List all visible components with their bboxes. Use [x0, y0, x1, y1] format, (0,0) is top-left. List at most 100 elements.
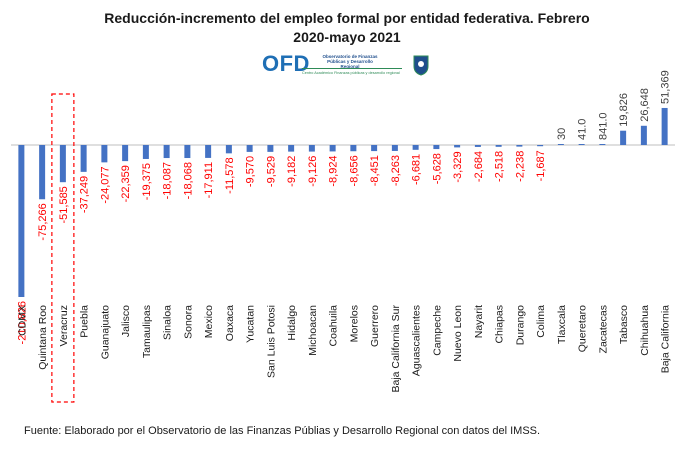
logo-divider — [302, 68, 402, 69]
bar — [557, 144, 564, 145]
category-label: Baja California Sur — [390, 305, 402, 393]
data-label: -210,826 — [16, 301, 28, 344]
category-label: Chihuahua — [639, 305, 651, 356]
data-label: -9,529 — [265, 156, 277, 187]
data-label: 19,826 — [618, 93, 630, 127]
bar — [225, 145, 232, 154]
category-label: Coahuila — [328, 305, 340, 347]
category-label: Zacatecas — [597, 305, 609, 353]
data-label: -37,249 — [79, 176, 91, 213]
data-label: -9,570 — [245, 156, 257, 187]
bar — [205, 145, 212, 158]
bar — [246, 145, 253, 152]
bar — [599, 144, 606, 145]
data-label: -19,375 — [141, 163, 153, 200]
data-label: -3,329 — [452, 151, 464, 182]
data-label: -8,451 — [369, 155, 381, 186]
bar — [640, 125, 647, 145]
bar — [288, 145, 295, 152]
chart-title-line-2: 2020-mayo 2021 — [293, 29, 401, 45]
category-label: Veracruz — [58, 305, 70, 346]
bar — [329, 145, 336, 152]
bar — [308, 145, 315, 152]
category-label: Guanajuato — [99, 305, 111, 359]
data-label: -17,911 — [203, 162, 215, 199]
bar — [661, 107, 668, 145]
bar — [184, 145, 191, 159]
category-label: Oaxaca — [224, 305, 236, 341]
bar — [454, 145, 461, 148]
bar — [59, 145, 66, 183]
data-label: -8,656 — [348, 155, 360, 186]
bar — [18, 145, 25, 297]
category-label: Campeche — [431, 305, 443, 356]
data-label: 26,648 — [639, 88, 651, 122]
data-label: -2,238 — [514, 151, 526, 182]
category-label: Quintana Roo — [37, 305, 49, 370]
category-label: Tlaxcala — [556, 305, 568, 344]
bar — [39, 145, 46, 200]
bar — [412, 145, 419, 150]
bar — [495, 145, 502, 147]
data-label: -51,585 — [58, 186, 70, 223]
category-label: Nuevo Leon — [452, 305, 464, 362]
data-label: 841.0 — [597, 112, 609, 140]
bar — [537, 145, 544, 147]
data-label: -9,126 — [307, 156, 319, 187]
category-label: Chiapas — [494, 305, 506, 344]
data-label: 41.0 — [577, 119, 589, 140]
data-label: -22,359 — [120, 165, 132, 202]
category-label: Jalisco — [120, 305, 132, 337]
data-label: -18,087 — [162, 162, 174, 199]
bar — [122, 145, 129, 162]
category-label: Michoacan — [307, 305, 319, 356]
source-footnote: Fuente: Elaborado por el Observatorio de… — [24, 425, 541, 437]
data-label: -2,518 — [494, 151, 506, 182]
category-label: Tamaulipas — [141, 305, 153, 358]
university-shield-icon — [413, 55, 429, 76]
logo-text: OFD — [262, 51, 310, 76]
bar — [371, 145, 378, 152]
category-label: Morelos — [348, 305, 360, 342]
data-label: -1,687 — [535, 150, 547, 181]
data-label: -8,263 — [390, 155, 402, 186]
data-label: 51,369 — [660, 70, 672, 104]
data-label: -2,684 — [473, 151, 485, 182]
data-label: -75,266 — [37, 203, 49, 240]
data-label: -5,628 — [431, 153, 443, 184]
category-label: Mexico — [203, 305, 215, 338]
data-label: -9,182 — [286, 156, 298, 187]
bar — [267, 145, 274, 152]
data-label: -11,578 — [224, 157, 236, 194]
category-label: Baja California — [660, 305, 672, 373]
highlight-box — [51, 93, 75, 403]
bar — [142, 145, 149, 159]
bar — [391, 145, 398, 151]
bar — [474, 145, 481, 147]
category-label: Hidalgo — [286, 305, 298, 341]
bar — [163, 145, 170, 159]
category-label: CDMX — [16, 305, 28, 336]
data-label: -24,077 — [99, 166, 111, 203]
bar — [350, 145, 357, 152]
bar — [578, 144, 585, 145]
category-label: Aguascalientes — [411, 305, 423, 376]
logo-subtitle: Observatorio de Finanzas Públicas y Desa… — [322, 54, 378, 69]
category-label: Puebla — [79, 305, 91, 338]
category-label: Sinaloa — [162, 305, 174, 340]
data-label: -18,068 — [182, 162, 194, 199]
data-label: 30 — [556, 128, 568, 140]
bar — [101, 145, 108, 163]
category-label: Colima — [535, 305, 547, 338]
ofd-logo: OFD Observatorio de Finanzas Públicas y … — [262, 50, 437, 82]
bar — [516, 145, 523, 147]
category-label: Sonora — [182, 305, 194, 339]
bar — [80, 145, 87, 172]
category-label: Yucatan — [245, 305, 257, 343]
chart-title-line-1: Reducción-incremento del empleo formal p… — [104, 10, 590, 26]
data-label: -6,681 — [411, 154, 423, 185]
bar — [433, 145, 440, 150]
category-label: Tabasco — [618, 305, 630, 344]
data-label: -8,924 — [328, 155, 340, 186]
